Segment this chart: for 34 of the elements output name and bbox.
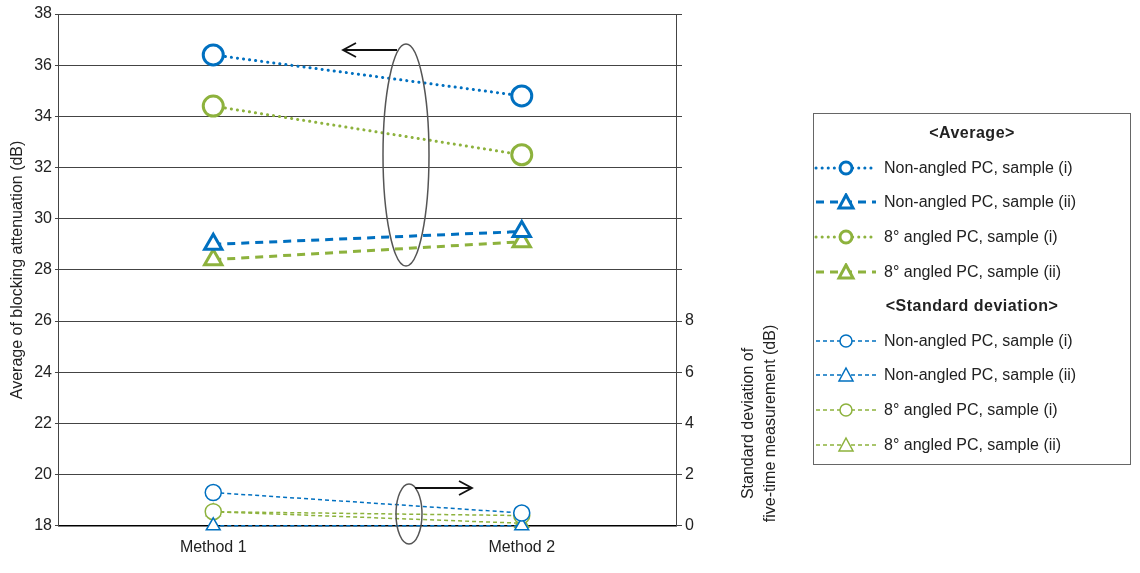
text: <Standard deviation> [884, 295, 1060, 316]
y2-tick-label: 8 [685, 311, 694, 329]
point [201, 43, 225, 67]
y-tick-label: 34 [34, 106, 53, 124]
legend-label: Non-angled PC, sample (ii) [884, 366, 1077, 385]
legend-label: Non-angled PC, sample (i) [884, 158, 1073, 177]
y2-tick-label: 2 [685, 465, 694, 483]
legend-label: Non-angled PC, sample (i) [884, 331, 1073, 350]
y-tick-label: 32 [34, 157, 53, 175]
y-tick-label: 18 [34, 516, 53, 534]
legend-title: <Average> [928, 123, 1016, 143]
y2-tick-label: 0 [685, 516, 694, 534]
y-tick-label: 26 [34, 311, 53, 329]
point [510, 84, 534, 108]
y2-tick-label: 4 [685, 413, 694, 431]
y-tick-label: 24 [34, 362, 53, 380]
legend-label: 8° angled PC, sample (i) [884, 401, 1058, 420]
y2-axis-title: Standard deviation of five-time measurement (dB) [739, 324, 779, 523]
x-tick-label: Method 2 [488, 537, 556, 555]
point [201, 94, 225, 118]
y-axis-title: Average of blocking attenuation (dB) [8, 140, 26, 400]
y-tick-label: 30 [34, 209, 53, 227]
y-tick-label: 20 [34, 465, 53, 483]
point [510, 143, 534, 167]
legend-label: 8° angled PC, sample (ii) [884, 435, 1062, 454]
legend-label: 8° angled PC, sample (ii) [884, 262, 1062, 281]
y-tick-label: 38 [34, 4, 53, 22]
y-tick-label: 36 [34, 55, 53, 73]
legend-label: 8° angled PC, sample (i) [884, 228, 1058, 247]
y-tick-label: 22 [34, 413, 53, 431]
y-tick-label: 28 [34, 260, 53, 278]
x-tick-label: Method 1 [179, 537, 247, 555]
y2-tick-label: 6 [685, 362, 694, 380]
legend-label: Non-angled PC, sample (ii) [884, 193, 1077, 212]
